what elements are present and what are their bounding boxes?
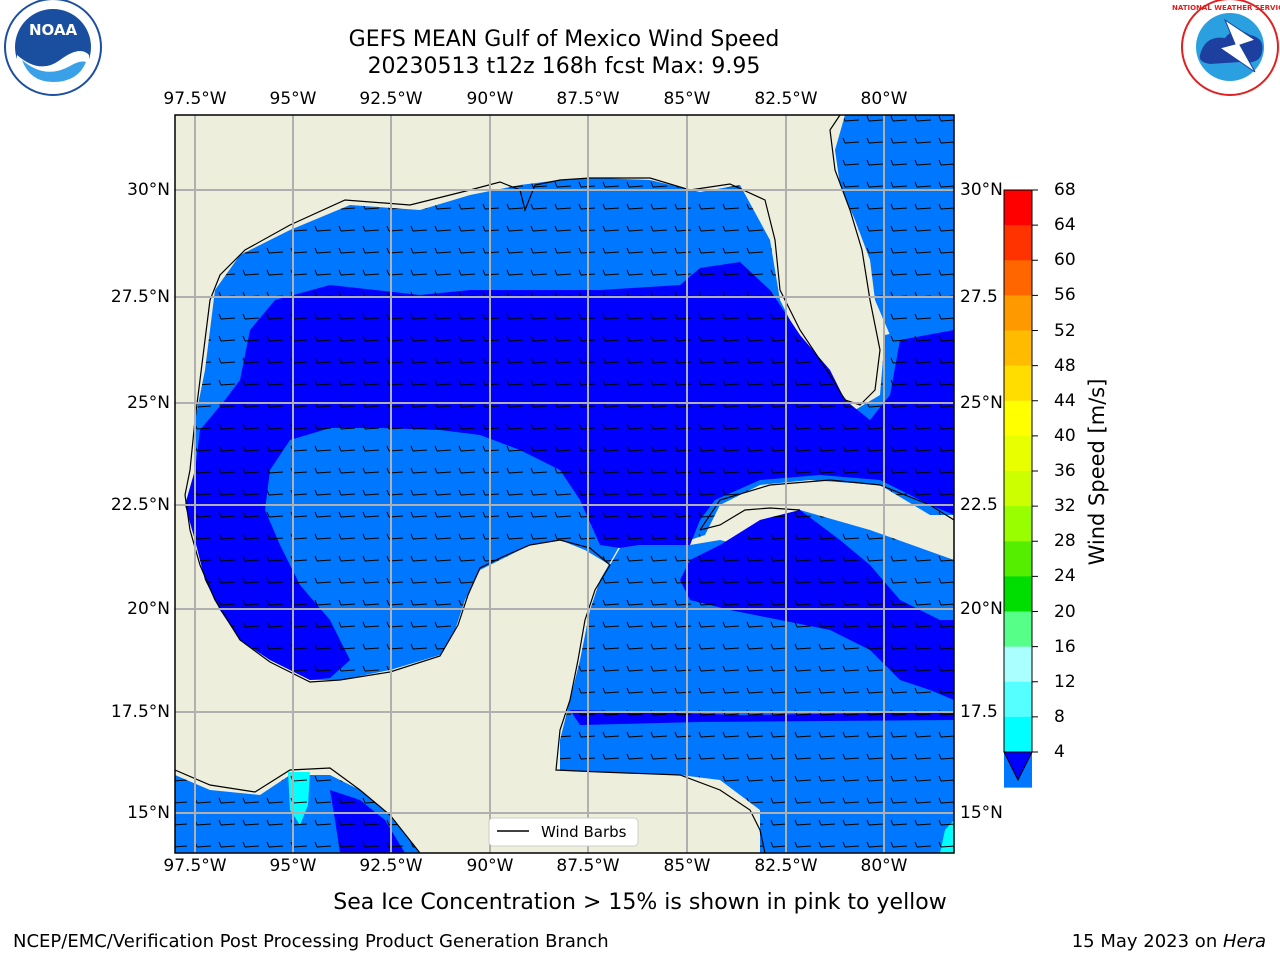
noaa-logo: NOAA <box>4 0 102 96</box>
chart-subtitle: 20230513 t12z 168h fcst Max: 9.95 <box>367 54 761 79</box>
lat-label-right: 20°N <box>960 599 1003 619</box>
map-frame <box>174 114 955 854</box>
colorbar-segment <box>1004 681 1032 718</box>
date-text: 15 May 2023 on <box>1071 931 1223 952</box>
colorbar-tick-label: 52 <box>1054 320 1076 341</box>
lat-label-left: 15°N <box>127 803 170 823</box>
legend: Wind Barbs <box>488 817 639 847</box>
lon-label-bottom: 95°W <box>269 856 317 876</box>
colorbar-tick-label: 32 <box>1054 496 1076 517</box>
lat-label-right: 25°N <box>960 393 1003 413</box>
colorbar-segment <box>1004 506 1032 542</box>
legend-label: Wind Barbs <box>541 823 627 841</box>
colorbar-tick-label: 36 <box>1054 461 1076 481</box>
lat-label-left: 20°N <box>127 599 170 619</box>
lat-label-right: 30°N <box>960 180 1003 200</box>
lon-label-top: 87.5°W <box>556 89 620 109</box>
colorbar-segment <box>1004 716 1032 753</box>
lat-label-left: 25°N <box>127 393 170 413</box>
colorbar-segment <box>1004 295 1032 331</box>
lat-label-right: 15°N <box>960 803 1003 823</box>
colorbar-tick-label: 64 <box>1054 215 1076 236</box>
colorbar-tick-label: 60 <box>1054 250 1076 271</box>
host-name: Hera <box>1222 931 1266 952</box>
lon-label-top: 85°W <box>663 89 711 109</box>
colorbar-segment <box>1004 225 1032 261</box>
colorbar-segment <box>1004 260 1032 296</box>
colorbar-tick-label: 56 <box>1054 285 1076 306</box>
lon-label-bottom: 87.5°W <box>556 856 620 876</box>
colorbar-segment <box>1004 471 1032 507</box>
lon-label-top: 82.5°W <box>754 89 818 109</box>
sea-ice-footnote: Sea Ice Concentration > 15% is shown in … <box>333 890 947 915</box>
colorbar-segment <box>1004 435 1032 472</box>
colorbar-segment <box>1004 365 1032 402</box>
lon-label-bottom: 90°W <box>466 856 514 876</box>
colorbar-tick-label: 8 <box>1054 706 1065 727</box>
wind-barbs-atlantic <box>835 115 954 335</box>
lon-label-bottom: 97.5°W <box>163 856 227 876</box>
colorbar-tick-label: 20 <box>1054 601 1076 622</box>
colorbar-segment <box>1004 190 1032 226</box>
colorbar-segment <box>1004 541 1032 577</box>
colorbar-tick-label: 48 <box>1054 355 1076 376</box>
colorbar-tick-label: 28 <box>1054 531 1076 552</box>
chart-title: GEFS MEAN Gulf of Mexico Wind Speed <box>348 27 780 52</box>
colorbar-tick-label: 44 <box>1054 390 1076 411</box>
lon-label-top: 90°W <box>466 89 514 109</box>
colorbar-segment <box>1004 576 1032 612</box>
lon-label-bottom: 80°W <box>860 856 908 876</box>
colorbar-segment <box>1004 330 1032 367</box>
nws-logo: NATIONAL WEATHER SERVICE <box>1172 0 1280 96</box>
lat-label-right: 27.5 <box>960 287 998 307</box>
colorbar-tick-label: 12 <box>1054 671 1076 692</box>
lat-label-left: 27.5°N <box>110 287 170 307</box>
lon-label-bottom: 82.5°W <box>754 856 818 876</box>
date-line: 15 May 2023 on Hera <box>1072 931 1266 952</box>
colorbar-segment <box>1004 646 1032 683</box>
lon-label-top: 92.5°W <box>359 89 423 109</box>
graticule <box>175 115 954 853</box>
lon-label-top: 80°W <box>860 89 908 109</box>
noaa-logo-text: NOAA <box>29 21 78 39</box>
lat-label-left: 22.5°N <box>110 495 170 515</box>
lon-label-top: 95°W <box>269 89 317 109</box>
credit-line: NCEP/EMC/Verification Post Processing Pr… <box>13 931 609 952</box>
colorbar-tick-label: 24 <box>1054 566 1076 587</box>
lon-label-bottom: 85°W <box>663 856 711 876</box>
colorbar <box>1003 189 1038 788</box>
lat-label-left: 17.5°N <box>110 702 170 722</box>
map-panel: Wind Barbs <box>175 115 954 853</box>
colorbar-segment <box>1004 611 1032 648</box>
colorbar-segment <box>1004 400 1032 437</box>
wind-barbs-gulf <box>185 178 954 853</box>
lon-label-bottom: 92.5°W <box>359 856 423 876</box>
coastlines <box>175 115 954 853</box>
lat-label-right: 22.5 <box>960 495 998 515</box>
colorbar-tick-label: 4 <box>1054 742 1065 762</box>
nws-logo-text: NATIONAL WEATHER SERVICE <box>1172 4 1280 12</box>
lat-label-right: 17.5 <box>960 702 998 722</box>
lat-label-left: 30°N <box>127 180 170 200</box>
colorbar-title: Wind Speed [m/s] <box>1085 378 1109 566</box>
lon-label-top: 97.5°W <box>163 89 227 109</box>
colorbar-tick-label: 40 <box>1054 425 1076 446</box>
colorbar-tick-label: 16 <box>1054 636 1076 657</box>
colorbar-tick-label: 68 <box>1054 180 1076 200</box>
